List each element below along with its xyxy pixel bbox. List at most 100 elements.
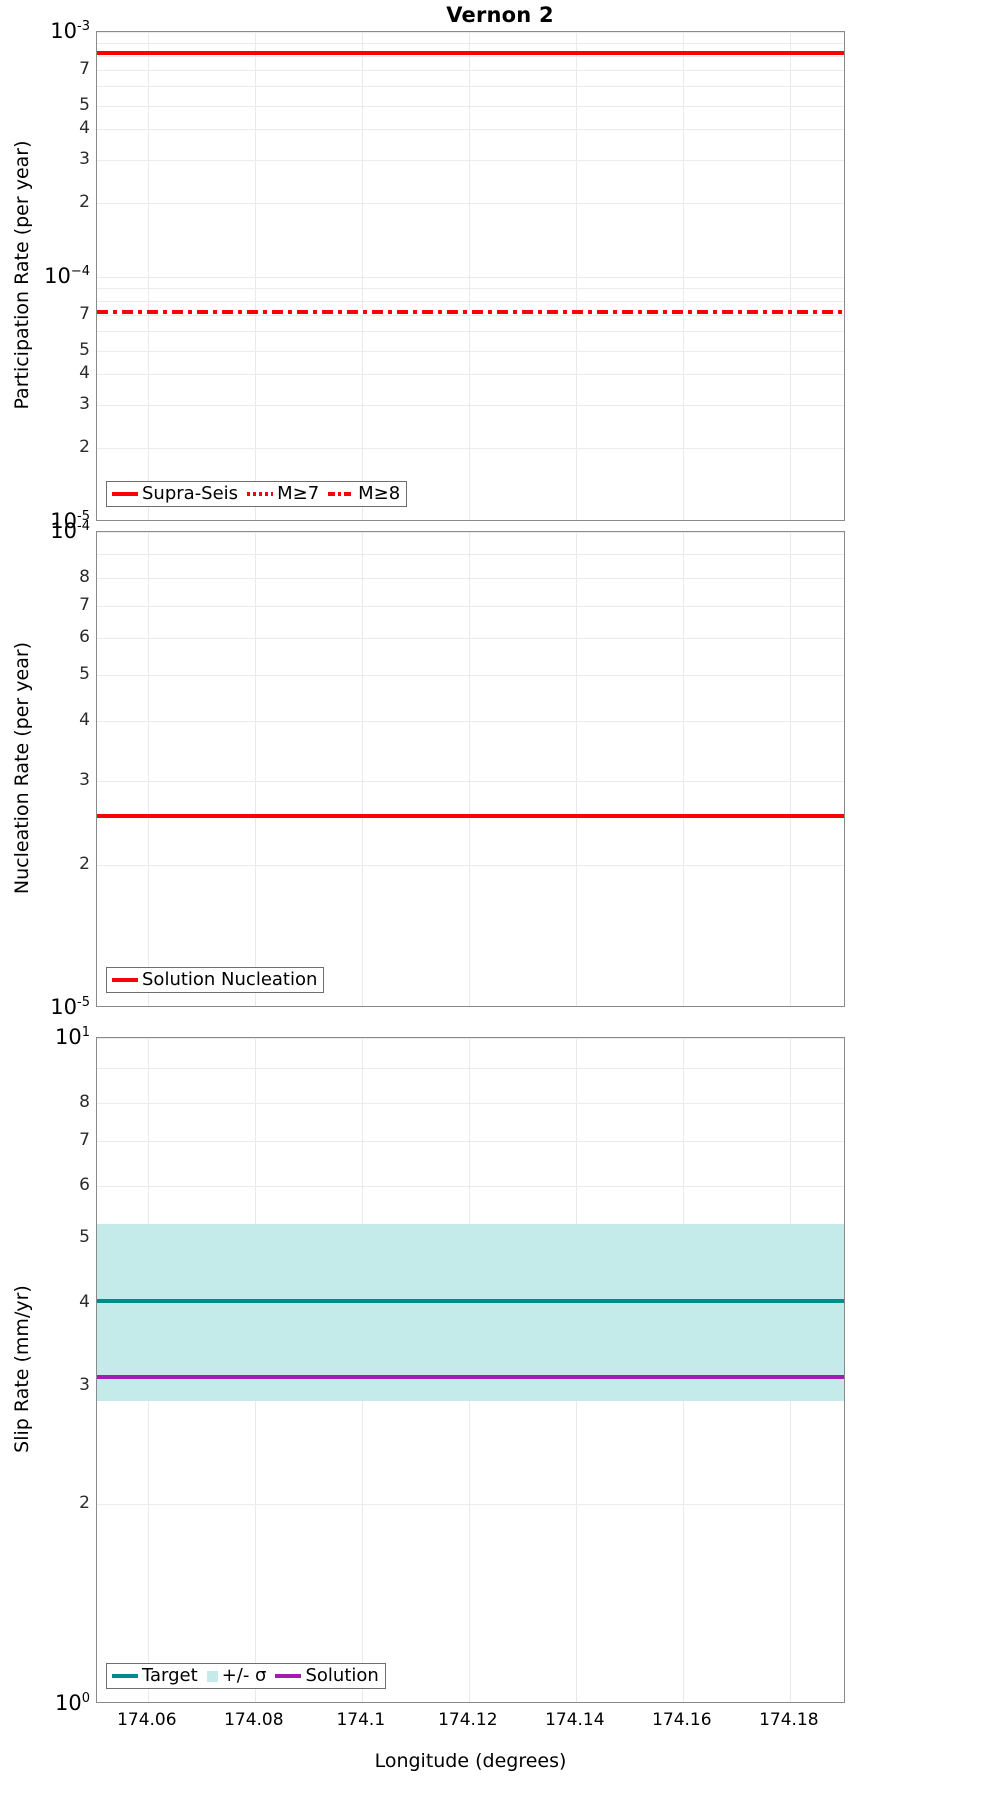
panel2-gridlines <box>97 532 844 1006</box>
gridline-horizontal <box>97 780 844 782</box>
legend-swatch-patch-icon <box>206 1670 218 1682</box>
y-tick-mark <box>96 865 97 866</box>
gridline-vertical <box>682 532 684 1006</box>
y-tick-label-decade: 10-5 <box>50 995 90 1019</box>
gridline-vertical <box>361 532 363 1006</box>
legend-swatch-purple-icon <box>275 1674 302 1678</box>
gridline-horizontal <box>97 553 844 555</box>
x-tick-label: 174.1 <box>336 1710 386 1730</box>
y-tick-label-decade: 101 <box>54 1025 90 1049</box>
y-tick-mark <box>96 1504 97 1505</box>
gridline-vertical <box>468 32 470 520</box>
y-tick-label: 7 <box>79 1130 90 1151</box>
gridline-horizontal <box>97 1102 844 1104</box>
gridline-vertical <box>575 532 577 1006</box>
y-tick-label: 2 <box>79 1492 90 1513</box>
panel3-target-line <box>97 1299 844 1304</box>
legend-entry[interactable]: M≥8 <box>328 485 400 503</box>
y-tick-label: 6 <box>79 1174 90 1195</box>
panel1-legend[interactable]: Supra-Seis M≥7 M≥8 <box>106 481 408 507</box>
y-tick-label: 4 <box>79 363 90 384</box>
gridline-horizontal <box>97 405 844 407</box>
gridline-horizontal <box>97 55 844 57</box>
legend-entry[interactable]: Supra-Seis <box>112 485 247 503</box>
x-axis-label: Longitude (degrees) <box>374 1750 567 1772</box>
gridline-vertical <box>789 532 791 1006</box>
x-tick-label: 174.12 <box>438 1710 498 1730</box>
panel2-legend[interactable]: Solution Nucleation <box>106 967 325 993</box>
y-tick-label-decade: 10−4 <box>44 264 90 288</box>
gridline-vertical <box>789 32 791 520</box>
y-tick-label: 7 <box>79 303 90 324</box>
panel3-solution-line <box>97 1374 844 1379</box>
y-tick-mark <box>96 448 97 449</box>
gridline-horizontal <box>97 288 844 290</box>
gridline-horizontal <box>97 331 844 333</box>
gridline-horizontal <box>97 1038 844 1039</box>
y-tick-label: 2 <box>79 853 90 874</box>
gridline-horizontal <box>97 314 844 316</box>
panel3-y-tick-labels: 2 3 4 5 6 7 8 101 100 <box>0 1025 90 1715</box>
gridline-horizontal <box>97 350 844 352</box>
y-tick-label: 7 <box>79 58 90 79</box>
gridline-horizontal <box>97 864 844 866</box>
gridline-horizontal <box>97 1503 844 1505</box>
gridline-horizontal <box>97 277 844 278</box>
y-tick-mark <box>96 606 97 607</box>
y-tick-label: 8 <box>79 1091 90 1112</box>
gridline-vertical <box>254 32 256 520</box>
gridline-vertical <box>147 532 149 1006</box>
y-tick-label: 6 <box>79 626 90 647</box>
legend-entry[interactable]: Solution Nucleation <box>112 971 317 989</box>
legend-entry[interactable]: +/- σ <box>206 1665 276 1686</box>
gridline-horizontal <box>97 1141 844 1143</box>
panel3-legend[interactable]: Target +/- σ Solution <box>106 1663 386 1689</box>
gridline-horizontal <box>97 637 844 639</box>
legend-swatch-dot-red-icon <box>247 492 274 496</box>
y-tick-label-decade: 10-5 <box>50 509 90 533</box>
y-tick-label: 3 <box>79 1375 90 1396</box>
legend-swatch-solid-red-icon <box>112 492 138 496</box>
legend-label: M≥7 <box>277 483 320 504</box>
y-tick-label: 5 <box>79 339 90 360</box>
legend-label: Target <box>142 1665 198 1686</box>
gridline-horizontal <box>97 1068 844 1070</box>
panel-participation-rate[interactable] <box>96 31 845 521</box>
y-tick-label: 2 <box>79 437 90 458</box>
y-tick-mark <box>96 721 97 722</box>
y-tick-mark <box>96 374 97 375</box>
gridline-horizontal <box>97 675 844 677</box>
legend-entry[interactable]: Solution <box>275 1665 379 1686</box>
y-tick-mark <box>96 106 97 107</box>
y-tick-label: 2 <box>79 192 90 213</box>
x-tick-label: 174.18 <box>759 1710 819 1730</box>
y-tick-label: 7 <box>79 594 90 615</box>
y-tick-label-decade: 10-4 <box>50 519 90 543</box>
gridline-vertical <box>682 32 684 520</box>
y-tick-label: 3 <box>79 149 90 170</box>
legend-entry[interactable]: M≥7 <box>247 485 328 503</box>
legend-swatch-teal-icon <box>112 1674 138 1678</box>
legend-entry[interactable]: Target <box>112 1667 207 1685</box>
y-tick-label: 3 <box>79 769 90 790</box>
panel1-supra-seis-line <box>97 50 844 55</box>
y-tick-mark <box>96 160 97 161</box>
panel1-y-tick-labels: 2 3 4 5 7 2 3 4 5 7 10-3 10-5 10−4 <box>0 19 90 533</box>
panel3-sigma-band <box>97 1224 844 1402</box>
gridline-vertical <box>361 32 363 520</box>
y-tick-mark <box>96 1141 97 1142</box>
gridline-horizontal <box>97 129 844 131</box>
legend-label: +/- σ <box>221 1665 267 1686</box>
legend-swatch-dashdot-red-icon <box>328 492 355 496</box>
x-tick-label: 174.08 <box>224 1710 284 1730</box>
panel-slip-rate[interactable] <box>96 1037 845 1703</box>
gridline-vertical <box>147 32 149 520</box>
legend-label: Solution <box>305 1665 379 1686</box>
y-tick-mark <box>96 203 97 204</box>
panel1-gridlines <box>97 32 844 520</box>
panel-nucleation-rate[interactable] <box>96 531 845 1007</box>
legend-label: Supra-Seis <box>142 483 239 504</box>
panel1-magnitude-threshold-line <box>97 310 844 315</box>
gridline-horizontal <box>97 32 844 33</box>
y-tick-mark <box>96 578 97 579</box>
